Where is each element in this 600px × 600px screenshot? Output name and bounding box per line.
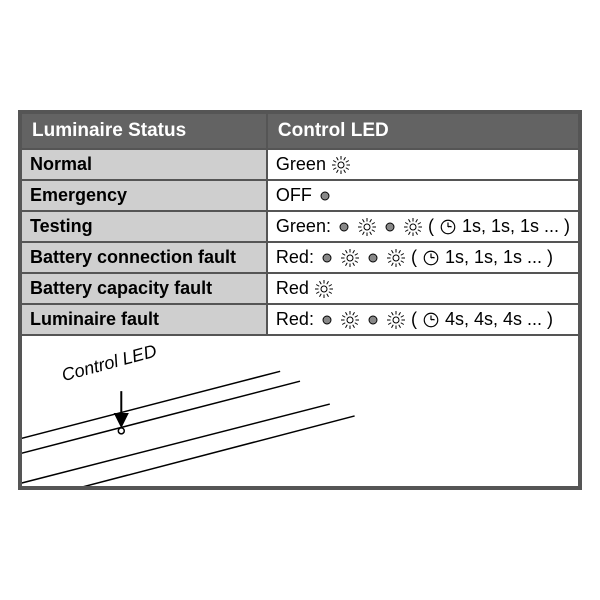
header-led: Control LED <box>267 113 579 149</box>
status-cell: Luminaire fault <box>21 304 267 335</box>
status-cell: Testing <box>21 211 267 242</box>
led-on-icon <box>357 217 377 237</box>
header-status: Luminaire Status <box>21 113 267 149</box>
status-table: Luminaire Status Control LED Normal Gree… <box>20 112 580 488</box>
table-row: Battery capacity fault Red <box>21 273 579 304</box>
clock-icon <box>439 218 457 236</box>
led-off-icon <box>319 312 335 328</box>
status-cell: Normal <box>21 149 267 180</box>
status-cell: Emergency <box>21 180 267 211</box>
led-on-icon <box>340 310 360 330</box>
status-cell: Battery connection fault <box>21 242 267 273</box>
diagram-label: Control LED <box>60 341 159 386</box>
table-row: Luminaire fault Red: ( 4s, 4s, 4s ... ) <box>21 304 579 335</box>
led-off-icon <box>336 219 352 235</box>
luminaire-diagram: Control LED <box>22 336 578 486</box>
led-cell: Red: ( 1s, 1s, 1s ... ) <box>267 242 579 273</box>
led-on-icon <box>331 155 351 175</box>
diagram-cell: Control LED <box>21 335 579 487</box>
led-on-icon <box>340 248 360 268</box>
table-row: Normal Green <box>21 149 579 180</box>
led-cell: Green <box>267 149 579 180</box>
led-on-icon <box>314 279 334 299</box>
led-off-icon <box>365 250 381 266</box>
table-row: Emergency OFF <box>21 180 579 211</box>
led-cell: Green: ( 1s, 1s, 1s ... ) <box>267 211 579 242</box>
status-table-frame: Luminaire Status Control LED Normal Gree… <box>18 110 582 490</box>
table-row: Battery connection fault Red: ( 1s, 1s, … <box>21 242 579 273</box>
status-cell: Battery capacity fault <box>21 273 267 304</box>
led-cell: Red <box>267 273 579 304</box>
led-on-icon <box>386 248 406 268</box>
clock-icon <box>422 249 440 267</box>
led-on-icon <box>403 217 423 237</box>
led-on-icon <box>386 310 406 330</box>
led-cell: Red: ( 4s, 4s, 4s ... ) <box>267 304 579 335</box>
led-off-icon <box>365 312 381 328</box>
led-off-icon <box>317 188 333 204</box>
led-off-icon <box>319 250 335 266</box>
led-off-icon <box>382 219 398 235</box>
clock-icon <box>422 311 440 329</box>
table-row: Testing Green: ( 1s, 1s, 1s ... ) <box>21 211 579 242</box>
led-cell: OFF <box>267 180 579 211</box>
